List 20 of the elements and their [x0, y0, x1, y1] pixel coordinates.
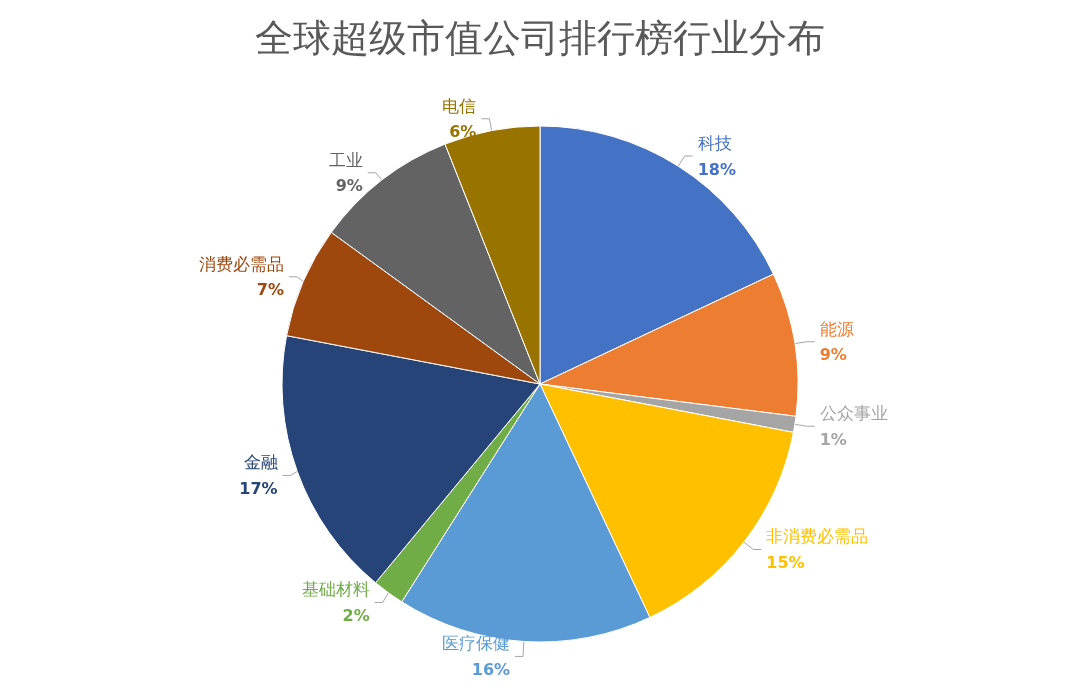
- data-label: 9%: [335, 176, 363, 196]
- slice-label: 基础材料: [301, 579, 370, 600]
- data-label: 15%: [766, 552, 805, 572]
- data-label: 16%: [471, 659, 511, 679]
- data-label: 9%: [819, 345, 847, 365]
- data-label: 18%: [697, 159, 736, 179]
- data-label: 6%: [449, 122, 477, 142]
- slice-label: 公众事业: [819, 403, 888, 424]
- slice-label: 工业: [328, 149, 363, 170]
- slice-label: 金融: [243, 452, 278, 473]
- slice-label: 电信: [442, 95, 477, 116]
- slice-label: 消费必需品: [199, 253, 285, 274]
- slice-label: 科技: [697, 133, 732, 154]
- data-label: 7%: [256, 280, 285, 300]
- slice-label: 能源: [819, 318, 854, 339]
- data-label: 2%: [342, 605, 370, 625]
- chart-title: 全球超级市值公司排行榜行业分布: [255, 16, 825, 60]
- data-label: 1%: [819, 429, 847, 449]
- slice-label: 非消费必需品: [766, 526, 869, 547]
- data-label: 17%: [239, 478, 278, 498]
